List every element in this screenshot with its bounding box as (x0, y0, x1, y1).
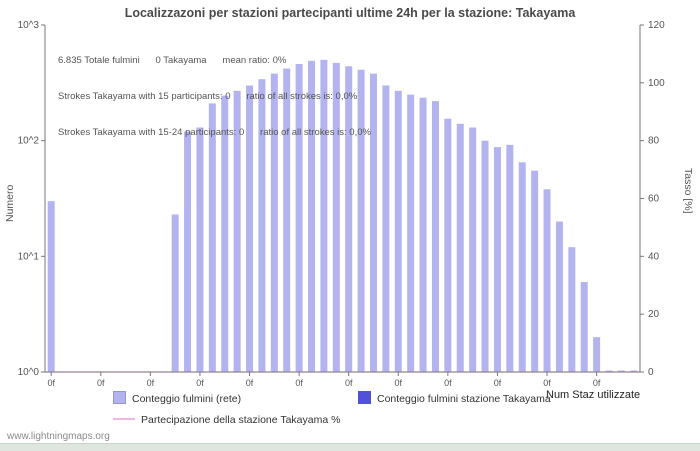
legend-item-network: Conteggio fulmini (rete) (113, 391, 241, 405)
legend-swatch-station (358, 391, 371, 404)
network-count-bar (171, 214, 179, 372)
x-axis-tick-label: 0f (295, 378, 303, 388)
legend-swatch-network (113, 391, 126, 404)
network-count-bar (47, 201, 55, 372)
right-axis-tick-label: 20 (648, 309, 660, 320)
x-axis-tick-label: 0f (196, 378, 204, 388)
network-count-bar (593, 337, 601, 372)
network-count-bar (233, 90, 241, 373)
right-axis-tick-label: 80 (648, 136, 660, 147)
network-count-bar (208, 103, 216, 373)
network-count-bar (506, 144, 514, 372)
x-axis-tick-label: 0f (97, 378, 105, 388)
network-count-bar (357, 69, 365, 372)
network-count-bar (345, 66, 353, 373)
network-count-bar (630, 370, 638, 372)
chart-title: Localizzazoni per stazioni partecipanti … (124, 6, 576, 20)
legend-label-network: Conteggio fulmini (rete) (132, 393, 242, 405)
network-count-bar (518, 162, 526, 372)
network-count-bar (394, 90, 402, 373)
right-axis-tick-label: 0 (648, 367, 654, 378)
network-count-bar (332, 62, 340, 373)
network-count-bar (580, 281, 588, 372)
annotation-totals: 6.835 Totale fulmini 0 Takayama mean rat… (58, 55, 287, 66)
right-axis-tick-label: 100 (648, 78, 665, 89)
left-axis-tick-label: 10^3 (18, 20, 40, 31)
network-count-bar (295, 64, 303, 372)
legend-item-participation: Partecipazione della stazione Takayama % (113, 414, 340, 426)
right-axis-tick-label: 60 (648, 194, 660, 205)
network-count-bar (320, 59, 328, 372)
network-count-bar (481, 140, 489, 372)
network-count-bar (456, 123, 464, 372)
legend-item-station: Conteggio fulmini stazione Takayama (358, 391, 551, 405)
watermark-link[interactable]: www.lightningmaps.org (7, 431, 110, 442)
network-count-bar (369, 73, 377, 373)
network-count-bar (431, 101, 439, 372)
network-count-bar (555, 221, 563, 372)
right-axis-label: Tasso [%] (682, 168, 694, 214)
network-count-bar (444, 118, 452, 373)
network-count-bar (605, 370, 613, 372)
network-count-bar (617, 370, 625, 372)
annotation-strokes-15: Strokes Takayama with 15 participants: 0… (58, 91, 358, 102)
network-count-bar (568, 247, 576, 372)
left-axis-tick-label: 10^0 (18, 367, 40, 378)
x-axis-tick-label: 0f (444, 378, 452, 388)
network-count-bar (407, 94, 415, 372)
network-count-bar (493, 147, 501, 372)
network-count-bar (221, 95, 229, 373)
network-count-bar (283, 68, 291, 372)
network-count-bar (308, 60, 316, 372)
network-count-bar (196, 127, 204, 373)
x-axis-tick-label: 0f (147, 378, 155, 388)
plot-area: 10^0 10^1 10^2 10^3 0 20 40 60 80 100 120 0f 0f 0f 0f 0… (18, 20, 666, 388)
network-count-bar (382, 85, 390, 372)
left-axis-label: Numero (4, 184, 16, 222)
network-count-bar (419, 97, 427, 372)
footer-band (0, 443, 700, 451)
network-count-bar (258, 79, 266, 372)
network-count-bar (531, 170, 539, 372)
network-count-bar (184, 131, 192, 372)
x-axis-tick-label: 0f (593, 378, 601, 388)
x-axis-tick-label: 0f (543, 378, 551, 388)
left-axis-tick-label: 10^2 (18, 136, 40, 147)
left-axis-tick-label: 10^1 (18, 251, 40, 262)
x-axis-tick-label: 0f (395, 378, 403, 388)
network-count-bar (543, 189, 551, 372)
x-axis-tick-label: 0f (246, 378, 254, 388)
x-axis-tick-label: 0f (47, 378, 55, 388)
x-axis-title: Num Staz utilizzate (546, 389, 641, 401)
x-axis-tick-label: 0f (494, 378, 502, 388)
chart-annotations: 6.835 Totale fulmini 0 Takayama mean rat… (58, 31, 371, 151)
right-axis-tick-label: 40 (648, 251, 660, 262)
network-count-bar (270, 73, 278, 373)
annotation-strokes-15-24: Strokes Takayama with 15-24 participants… (58, 127, 371, 138)
x-axis-tick-label: 0f (345, 378, 353, 388)
legend-label-station: Conteggio fulmini stazione Takayama (377, 393, 551, 405)
legend-swatch-participation-line (113, 418, 135, 420)
network-count-bar (469, 127, 477, 373)
network-count-bar (246, 85, 254, 372)
right-axis-tick-label: 120 (648, 20, 665, 31)
legend-label-participation: Partecipazione della stazione Takayama % (141, 414, 341, 426)
